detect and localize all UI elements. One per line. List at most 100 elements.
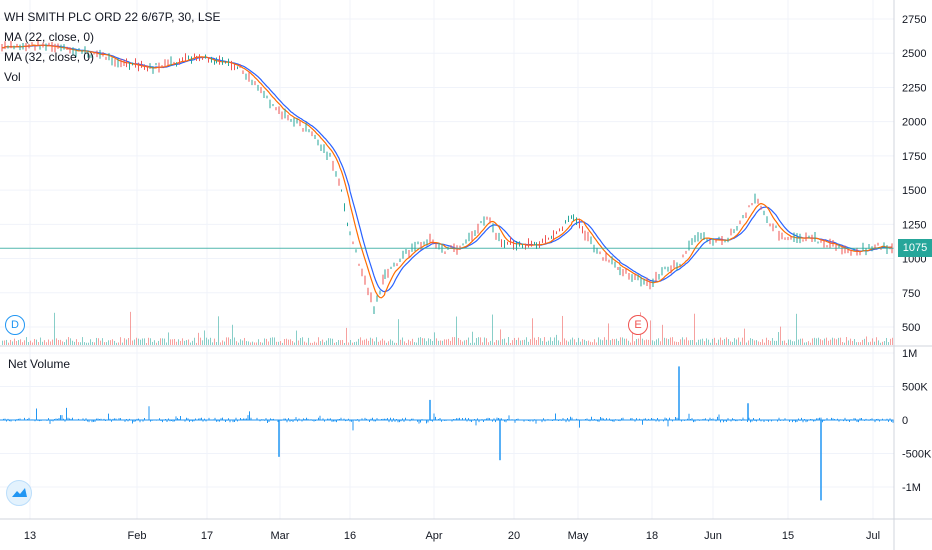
- volume-bar: [568, 341, 569, 345]
- ma-32-legend[interactable]: MA (32, close, 0): [4, 50, 95, 64]
- volume-bar: [708, 339, 709, 345]
- volume-bar: [408, 339, 409, 345]
- volume-bar: [298, 340, 299, 345]
- volume-bar: [772, 338, 773, 345]
- volume-bar: [866, 336, 867, 345]
- volume-bar: [844, 342, 845, 345]
- volume-bar: [880, 342, 881, 345]
- volume-bar: [802, 338, 803, 345]
- volume-bar: [732, 341, 733, 345]
- earnings-marker[interactable]: E: [628, 315, 648, 335]
- net-volume-legend[interactable]: Net Volume: [8, 357, 71, 371]
- volume-bar: [338, 340, 339, 345]
- volume-bar: [770, 340, 771, 345]
- volume-bar: [68, 337, 69, 345]
- grid-layer: [0, 0, 894, 519]
- tradingview-logo-icon[interactable]: [6, 480, 32, 506]
- volume-bar: [716, 342, 717, 345]
- volume-bar: [876, 337, 877, 345]
- volume-bar: [814, 337, 815, 345]
- volume-bar: [460, 339, 461, 345]
- volume-bar: [710, 342, 711, 345]
- volume-bar: [200, 337, 201, 345]
- volume-bar: [18, 340, 19, 345]
- volume-bar: [204, 330, 205, 345]
- volume-legend[interactable]: Vol: [4, 70, 21, 84]
- volume-bar: [748, 340, 749, 345]
- volume-bar: [632, 332, 633, 345]
- time-tick-label: 13: [24, 530, 36, 542]
- volume-bar: [428, 338, 429, 345]
- volume-bar: [356, 341, 357, 345]
- volume-bar: [720, 337, 721, 345]
- volume-bar: [262, 342, 263, 345]
- volume-bar: [90, 339, 91, 345]
- time-tick-label: Jun: [704, 530, 722, 542]
- volume-bar: [878, 340, 879, 345]
- volume-bar: [240, 339, 241, 345]
- volume-bar: [484, 337, 485, 345]
- volume-bar: [892, 337, 893, 345]
- volume-bar: [74, 341, 75, 345]
- volume-bar: [712, 338, 713, 345]
- volume-bar: [124, 338, 125, 345]
- volume-bar: [70, 338, 71, 345]
- volume-bar: [188, 339, 189, 345]
- volume-bar: [32, 342, 33, 345]
- volume-bar: [186, 340, 187, 345]
- price-tick-label: 2500: [902, 48, 926, 60]
- volume-bar: [646, 339, 647, 345]
- volume-bar: [376, 337, 377, 345]
- volume-bar: [848, 340, 849, 345]
- volume-bar: [306, 342, 307, 345]
- volume-bar: [224, 341, 225, 345]
- volume-bar: [756, 340, 757, 345]
- volume-bar: [198, 332, 199, 345]
- volume-bar: [282, 342, 283, 345]
- volume-bar: [126, 339, 127, 345]
- volume-bar: [280, 341, 281, 345]
- price-tick-label: 1250: [902, 219, 926, 231]
- volume-bar: [450, 340, 451, 345]
- ma-22-legend[interactable]: MA (22, close, 0): [4, 30, 95, 44]
- volume-bar: [276, 341, 277, 345]
- volume-bar: [592, 342, 593, 345]
- volume-bar: [154, 340, 155, 345]
- volume-bar: [94, 342, 95, 345]
- volume-bar: [822, 340, 823, 345]
- volume-bar: [798, 339, 799, 345]
- volume-bar: [112, 339, 113, 345]
- volume-bar: [420, 337, 421, 345]
- volume-bar: [520, 340, 521, 345]
- volume-bar: [412, 338, 413, 345]
- volume-bar: [686, 337, 687, 345]
- volume-bar: [850, 338, 851, 345]
- volume-bar: [508, 337, 509, 345]
- volume-bar: [564, 338, 565, 345]
- volume-bar: [886, 337, 887, 345]
- volume-bar: [286, 338, 287, 345]
- volume-bar: [148, 337, 149, 345]
- volume-bar: [106, 342, 107, 345]
- volume-bar: [268, 341, 269, 345]
- volume-bar: [828, 340, 829, 345]
- volume-bar: [24, 340, 25, 345]
- volume-bar: [636, 339, 637, 345]
- volume-bar: [598, 337, 599, 345]
- dividend-marker[interactable]: D: [5, 315, 25, 335]
- volume-bar: [764, 342, 765, 345]
- volume-bar: [594, 339, 595, 345]
- volume-bar: [20, 339, 21, 345]
- volume-bar: [290, 339, 291, 345]
- volume-bar: [846, 337, 847, 345]
- volume-bar: [566, 340, 567, 345]
- volume-bar: [44, 340, 45, 345]
- volume-bar: [718, 339, 719, 345]
- volume-bar: [468, 337, 469, 345]
- volume-bar: [502, 339, 503, 345]
- volume-bar: [486, 338, 487, 345]
- volume-bar: [166, 342, 167, 345]
- volume-bar: [808, 341, 809, 345]
- volume-bar: [110, 340, 111, 345]
